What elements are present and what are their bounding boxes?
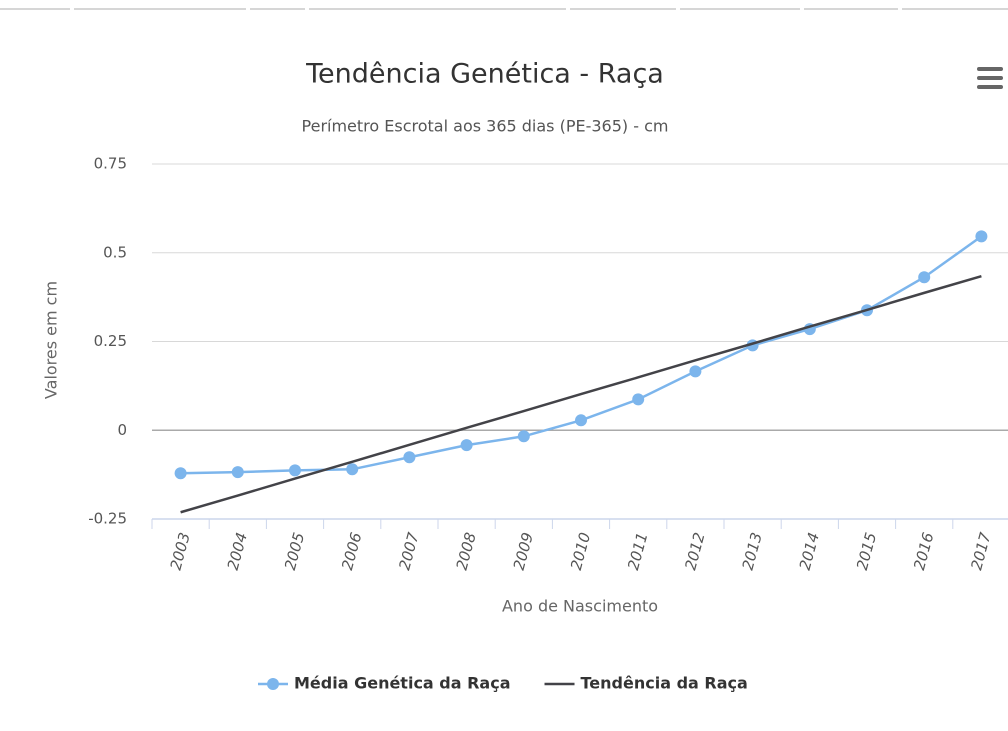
point-marker [575, 414, 587, 427]
x-axis-title: Ano de Nascimento [502, 597, 658, 616]
x-tick-label: 2011 [624, 531, 651, 573]
point-marker [975, 230, 988, 243]
y-tick-label: 0.5 [103, 243, 127, 261]
x-tick-label: 2006 [338, 531, 365, 573]
y-tick-label: -0.25 [88, 510, 127, 528]
legend-label: Média Genética da Raça [294, 674, 511, 693]
menu-button[interactable] [977, 67, 1003, 89]
series-line [180, 235, 983, 475]
series-line [180, 274, 982, 514]
x-tick-label: 2010 [567, 531, 594, 573]
chart-subtitle: Perímetro Escrotal aos 365 dias (PE-365)… [302, 117, 669, 136]
x-tick-label: 2003 [167, 531, 194, 573]
point-marker [460, 439, 473, 452]
x-tick-label: 2015 [853, 531, 880, 573]
x-tick-label: 2004 [224, 531, 251, 573]
point-marker [174, 467, 187, 480]
legend-marker [267, 678, 279, 690]
x-tick-label: 2005 [281, 531, 308, 573]
point-marker [403, 451, 416, 464]
point-marker [231, 466, 244, 479]
x-tick-label: 2012 [681, 531, 708, 573]
x-tick-label: 2016 [910, 531, 937, 573]
x-tick-label: 2009 [510, 531, 537, 573]
point-marker [289, 464, 301, 477]
y-tick-label: 0 [117, 421, 127, 439]
x-tick-label: 2008 [453, 531, 480, 573]
x-tick-label: 2017 [967, 530, 994, 572]
y-axis-title: Valores em cm [42, 281, 61, 399]
x-tick-label: 2007 [395, 530, 422, 572]
point-marker [346, 463, 359, 476]
point-marker [918, 271, 931, 284]
y-tick-label: 0.75 [94, 155, 127, 173]
point-marker [517, 430, 530, 443]
point-marker [689, 365, 702, 378]
x-tick-label: 2013 [739, 531, 766, 573]
legend-label: Tendência da Raça [581, 674, 748, 693]
point-marker [632, 393, 645, 406]
chart-title: Tendência Genética - Raça [305, 59, 664, 90]
x-tick-label: 2014 [796, 531, 823, 573]
y-tick-label: 0.25 [94, 332, 127, 350]
